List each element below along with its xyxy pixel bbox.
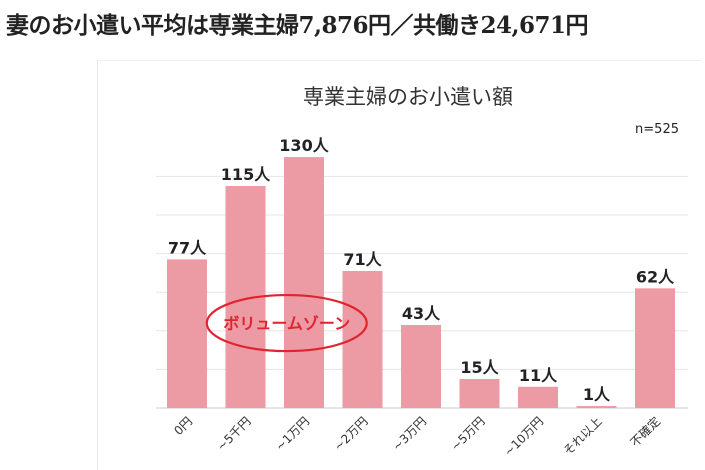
x-tick-label-6: ~10万円 <box>501 414 546 459</box>
value-label-1: 115人 <box>221 165 271 184</box>
annotation-label: ボリュームゾーン <box>223 314 350 333</box>
bar-5 <box>459 379 500 408</box>
x-tick-label-3: ~2万円 <box>331 414 370 453</box>
annotation-ellipse <box>205 293 368 353</box>
value-label-4: 43人 <box>402 304 441 323</box>
bar-6 <box>518 386 558 408</box>
x-tick-label-5: ~5万円 <box>448 414 487 453</box>
bar-7 <box>576 406 617 408</box>
value-label-5: 15人 <box>460 358 499 377</box>
bar-chart: 専業主婦のお小遣い額 n=525 77人 115人 130人 71人 43人 15人 11人… <box>156 85 688 459</box>
volume-zone-annotation: ボリュームゾーン <box>205 293 368 353</box>
sample-size-label: n=525 <box>635 122 679 137</box>
x-tick-label-0: 0円 <box>171 414 195 438</box>
chart-panel: 専業主婦のお小遣い額 n=525 77人 115人 130人 71人 43人 15人 11人… <box>97 60 701 470</box>
x-tick-labels: 0円 ~5千円 ~1万円 ~2万円 ~3万円 ~5万円 ~10万円 それ以上 不確定 <box>171 414 663 459</box>
x-tick-label-7: それ以上 <box>561 414 605 458</box>
value-label-0: 77人 <box>168 238 207 257</box>
bar-8 <box>635 288 675 408</box>
chart-title: 専業主婦のお小遣い額 <box>303 85 513 109</box>
x-tick-label-1: ~5千円 <box>214 414 253 453</box>
value-label-8: 62人 <box>636 267 675 286</box>
article-headline: 妻のお小遣い平均は専業主婦7,876円／共働き24,671円 <box>6 12 589 39</box>
bars: 77人 115人 130人 71人 43人 15人 11人 1人 62人 <box>167 136 675 408</box>
bar-0 <box>167 259 207 408</box>
x-tick-label-4: ~3万円 <box>390 414 429 453</box>
x-tick-label-2: ~1万円 <box>273 414 312 453</box>
value-label-2: 130人 <box>279 136 329 155</box>
value-label-7: 1人 <box>583 385 611 404</box>
value-label-3: 71人 <box>343 250 382 269</box>
bar-2 <box>284 157 324 408</box>
x-tick-label-8: 不確定 <box>627 414 663 450</box>
bar-4 <box>401 325 441 408</box>
value-label-6: 11人 <box>519 366 558 385</box>
bar-3 <box>342 270 383 408</box>
